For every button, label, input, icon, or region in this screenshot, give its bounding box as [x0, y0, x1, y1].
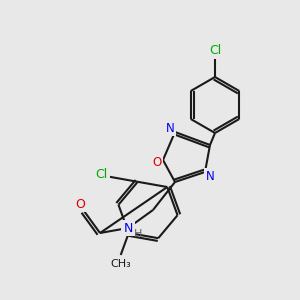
Text: N: N — [123, 221, 133, 235]
Text: N: N — [206, 169, 214, 182]
Text: Cl: Cl — [209, 44, 221, 58]
Text: N: N — [166, 122, 174, 134]
Text: CH₃: CH₃ — [110, 259, 131, 269]
Text: O: O — [75, 197, 85, 211]
Text: O: O — [152, 155, 162, 169]
Text: H: H — [134, 229, 142, 239]
Text: Cl: Cl — [96, 168, 108, 181]
